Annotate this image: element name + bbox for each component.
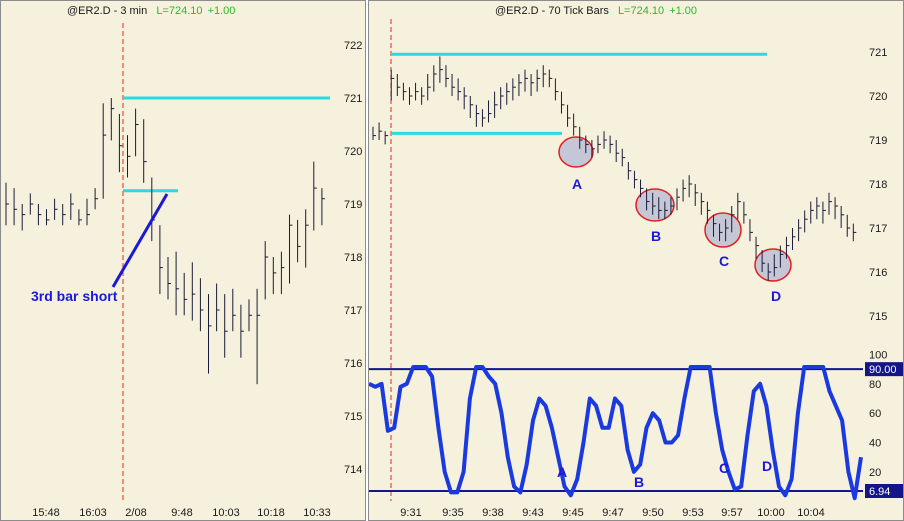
x-tick-label: 10:04 (797, 507, 825, 519)
swing-label: D (771, 288, 781, 304)
window-title: @ER2.D - 70 Tick Bars L=724.10 +1.00 (495, 5, 698, 17)
x-tick-label: 9:48 (171, 507, 192, 519)
x-tick-label: 9:35 (442, 507, 463, 519)
y-tick-label: 717 (869, 223, 887, 235)
oscillator-line (369, 365, 863, 501)
osc-label: B (634, 474, 644, 490)
osc-current-value: 6.94 (869, 486, 890, 498)
x-tick-label: 10:33 (303, 507, 331, 519)
price-chart-3min: 722 721 720 719 718 717 716 715 714 15:48 16:03 2/0… (5, 23, 362, 519)
highlight-circle (558, 136, 594, 168)
x-tick-label: 9:47 (602, 507, 623, 519)
x-tick-label: 10:00 (757, 507, 785, 519)
y-tick-label: 721 (344, 93, 362, 105)
x-tick-label: 16:03 (79, 507, 107, 519)
last-price: L=724.10 (156, 5, 203, 17)
y-tick-label: 718 (344, 252, 362, 264)
swing-label: C (719, 253, 729, 269)
osc-label: A (557, 464, 567, 480)
x-tick-label: 10:18 (257, 507, 285, 519)
y-tick-label: 721 (869, 47, 887, 59)
chart-window-tick[interactable]: @ER2.D - 70 Tick Bars L=724.10 +1.00 721… (368, 0, 904, 521)
y-tick-label: 719 (869, 135, 887, 147)
y-tick-label: 722 (344, 40, 362, 52)
x-tick-label: 9:53 (682, 507, 703, 519)
osc-value-badge (865, 484, 903, 498)
x-tick-label: 15:48 (32, 507, 60, 519)
price-change: +1.00 (669, 5, 698, 17)
x-tick-label: 9:31 (400, 507, 421, 519)
x-tick-label: 2/08 (125, 507, 146, 519)
x-tick-label: 9:50 (642, 507, 663, 519)
osc-upper-badge (865, 362, 903, 377)
highlight-circle (754, 248, 792, 282)
highlight-circle (635, 188, 675, 222)
osc-label: C (719, 460, 729, 476)
osc-tick-label: 80 (869, 379, 881, 391)
y-tick-label: 714 (344, 464, 362, 476)
y-tick-label: 717 (344, 305, 362, 317)
x-tick-label: 9:45 (562, 507, 583, 519)
y-tick-label: 716 (869, 267, 887, 279)
annotation-label: 3rd bar short (31, 288, 118, 304)
highlight-circle (704, 212, 742, 248)
y-tick-label: 719 (344, 199, 362, 211)
x-tick-label: 10:03 (212, 507, 240, 519)
x-tick-label: 9:38 (482, 507, 503, 519)
price-change: +1.00 (207, 5, 236, 17)
osc-tick-label: 20 (869, 467, 881, 479)
y-tick-label: 716 (344, 358, 362, 370)
last-price: L=724.10 (617, 5, 665, 17)
osc-tick-label: 100 (869, 349, 887, 361)
osc-tick-label: 40 (869, 438, 881, 450)
osc-tick-label: 60 (869, 408, 881, 420)
osc-label: D (762, 458, 772, 474)
swing-label: A (572, 176, 582, 192)
y-tick-label: 720 (869, 91, 887, 103)
x-tick-label: 9:43 (522, 507, 543, 519)
osc-upper-value: 90.00 (869, 364, 897, 376)
x-tick-label: 9:57 (721, 507, 742, 519)
y-tick-label: 720 (344, 146, 362, 158)
y-tick-label: 715 (869, 311, 887, 323)
annotation-arrow (111, 193, 169, 288)
swing-label: B (651, 228, 661, 244)
y-tick-label: 715 (344, 411, 362, 423)
y-tick-label: 718 (869, 179, 887, 191)
chart-window-3min[interactable]: @ER2.D - 3 min L=724.10 +1.00 722 721 720 7… (0, 0, 366, 521)
window-title: @ER2.D - 3 min L=724.10 +1.00 (67, 5, 236, 17)
price-chart-tick: 721 720 719 718 717 716 715 9:31 9:35 9:38 9:43 9:4… (369, 19, 903, 519)
